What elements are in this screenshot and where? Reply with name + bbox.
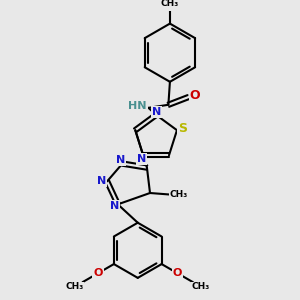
Text: O: O	[93, 268, 103, 278]
Text: CH₃: CH₃	[65, 282, 84, 291]
Text: CH₃: CH₃	[192, 282, 210, 291]
Text: N: N	[152, 107, 161, 117]
Text: N: N	[137, 154, 146, 164]
Text: O: O	[173, 268, 182, 278]
Text: N: N	[116, 155, 125, 165]
Text: N: N	[97, 176, 106, 186]
Text: CH₃: CH₃	[161, 0, 179, 8]
Text: S: S	[178, 122, 187, 136]
Text: CH₃: CH₃	[169, 190, 188, 199]
Text: O: O	[190, 89, 200, 102]
Text: HN: HN	[128, 101, 147, 111]
Text: N: N	[110, 201, 119, 211]
